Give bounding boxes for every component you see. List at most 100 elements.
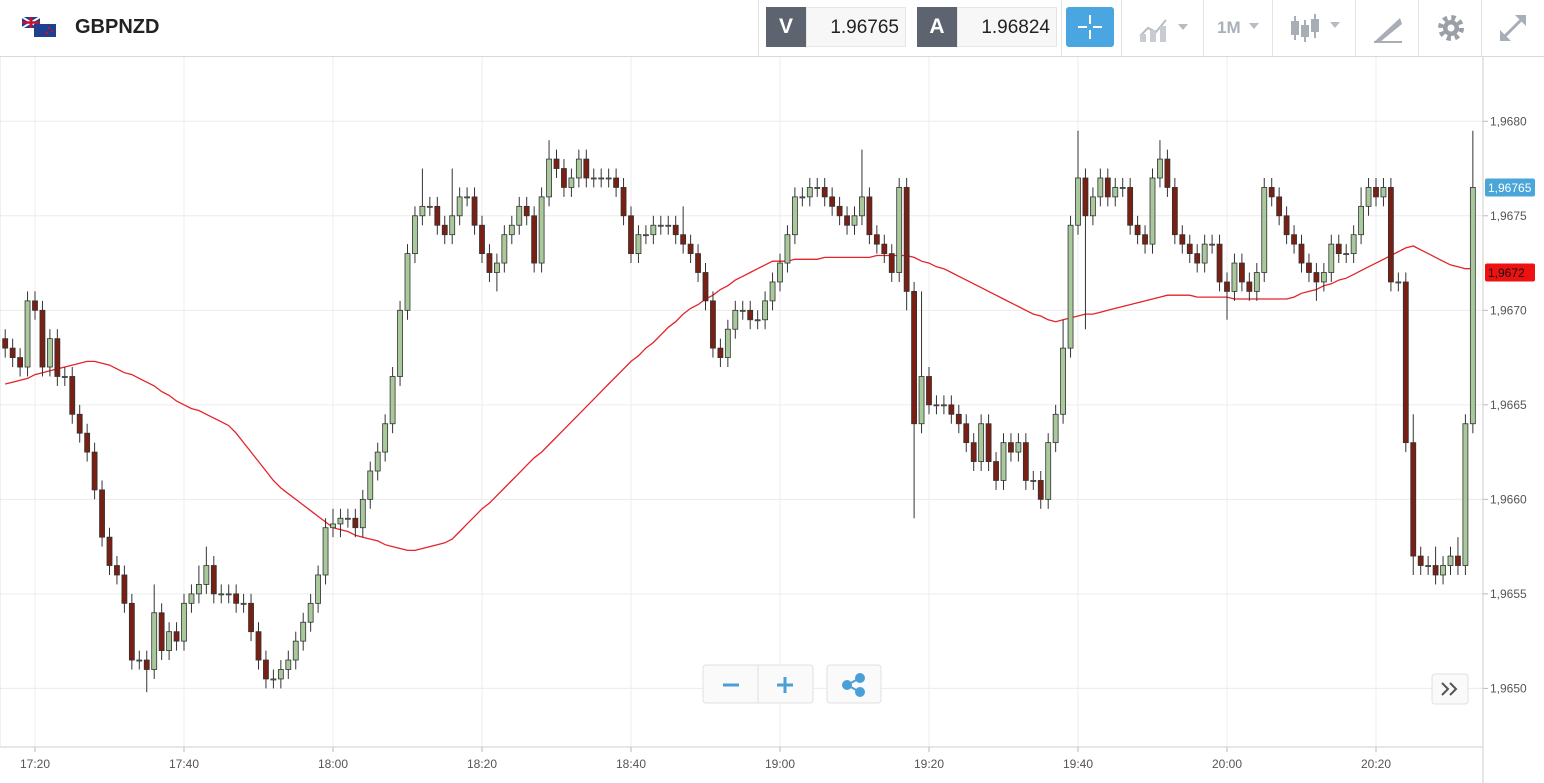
ma-tag-label: 1,9672 bbox=[1488, 266, 1525, 280]
candle-body bbox=[717, 347, 724, 358]
candle-body bbox=[553, 158, 560, 169]
toolbar: GBPNZD V 1.96765 A 1.96824 1M bbox=[0, 0, 1544, 57]
candle-body bbox=[896, 187, 903, 273]
candle-body bbox=[1380, 187, 1387, 198]
candle-body bbox=[784, 234, 791, 264]
candle-body bbox=[1283, 215, 1290, 236]
candle-body bbox=[344, 517, 351, 520]
candle-body bbox=[866, 196, 873, 236]
candle-body bbox=[1246, 281, 1253, 292]
candle-body bbox=[613, 177, 619, 188]
dropdown-arrow bbox=[1249, 23, 1259, 29]
y-tick-label: 1,9655 bbox=[1490, 587, 1527, 601]
candle-body bbox=[695, 253, 701, 273]
fullscreen-button[interactable] bbox=[1497, 12, 1529, 44]
candle-body bbox=[1365, 187, 1372, 207]
candle-body bbox=[382, 423, 389, 453]
candle-body bbox=[285, 659, 292, 670]
candle-body bbox=[9, 347, 16, 358]
candle-body bbox=[806, 187, 813, 198]
candle-body bbox=[941, 404, 947, 407]
candle-body bbox=[61, 376, 68, 378]
candle-body bbox=[1469, 187, 1476, 425]
candle-body bbox=[1104, 177, 1111, 198]
candle-body bbox=[1209, 243, 1215, 246]
candle-body bbox=[434, 205, 441, 226]
candle-body bbox=[1142, 234, 1148, 245]
candle-body bbox=[1410, 442, 1417, 557]
candle-body bbox=[464, 196, 471, 199]
candle-body bbox=[844, 215, 850, 226]
candle-body bbox=[769, 281, 776, 302]
chart-type-button[interactable] bbox=[1290, 12, 1350, 46]
scroll-right-button[interactable] bbox=[1431, 673, 1469, 705]
candle-body bbox=[1291, 234, 1297, 245]
x-tick-label: 17:40 bbox=[169, 757, 199, 771]
candle-body bbox=[1008, 442, 1014, 453]
candle-body bbox=[1440, 565, 1446, 576]
zoom-in-button[interactable] bbox=[777, 677, 793, 693]
candle-body bbox=[643, 234, 649, 237]
drawing-button[interactable] bbox=[1372, 14, 1406, 44]
indicators-button[interactable] bbox=[1138, 14, 1198, 44]
candle-body bbox=[404, 253, 411, 311]
y-tick-label: 1,9650 bbox=[1490, 681, 1527, 695]
candle-body bbox=[732, 309, 739, 330]
candle-body bbox=[508, 224, 515, 236]
candle-body bbox=[888, 253, 895, 273]
candle-body bbox=[561, 168, 567, 188]
candle-body bbox=[1320, 272, 1327, 283]
candle-body bbox=[1298, 243, 1305, 264]
candle-body bbox=[397, 309, 403, 377]
candle-body bbox=[307, 602, 314, 623]
separator bbox=[1203, 0, 1204, 56]
candle-body bbox=[650, 224, 657, 236]
x-tick-label: 18:20 bbox=[467, 757, 497, 771]
candle-body bbox=[1194, 253, 1201, 264]
x-tick-label: 19:40 bbox=[1063, 757, 1093, 771]
candle-body bbox=[367, 470, 374, 500]
bid-price[interactable]: 1.96765 bbox=[806, 7, 906, 47]
candle-body bbox=[792, 196, 798, 236]
candle-body bbox=[84, 432, 91, 453]
candle-body bbox=[1306, 262, 1312, 273]
candle-body bbox=[754, 319, 761, 322]
candle-body bbox=[389, 376, 396, 425]
ask-label[interactable]: A bbox=[917, 7, 957, 47]
price-tag-label: 1,96765 bbox=[1488, 181, 1532, 195]
candle-body bbox=[449, 215, 456, 236]
separator bbox=[1481, 0, 1482, 56]
candle-body bbox=[292, 640, 299, 661]
candle-body bbox=[143, 659, 150, 670]
candle-body bbox=[665, 224, 672, 227]
candle-body bbox=[218, 593, 225, 596]
candle-body bbox=[1395, 281, 1402, 284]
timeframe-button[interactable]: 1M bbox=[1217, 18, 1241, 37]
symbol: GBPNZD bbox=[75, 16, 160, 38]
candle-body bbox=[493, 262, 500, 273]
candle-body bbox=[970, 442, 977, 462]
bid-label[interactable]: V bbox=[766, 7, 806, 47]
candle-body bbox=[702, 272, 709, 302]
candle-body bbox=[680, 234, 687, 245]
candle-body bbox=[419, 205, 426, 217]
candle-body bbox=[1000, 442, 1007, 481]
candle-body bbox=[1261, 187, 1268, 273]
candle-body bbox=[24, 300, 31, 368]
candle-body bbox=[1276, 196, 1283, 217]
y-tick-label: 1,9670 bbox=[1490, 303, 1527, 317]
candle-body bbox=[501, 234, 508, 264]
settings-button[interactable] bbox=[1435, 12, 1467, 44]
share-button[interactable] bbox=[826, 664, 882, 704]
ask-price[interactable]: 1.96824 bbox=[957, 7, 1057, 47]
candle-body bbox=[1417, 555, 1424, 566]
candle-body bbox=[538, 196, 545, 264]
candle-body bbox=[233, 593, 240, 604]
candle-body bbox=[657, 224, 664, 227]
candle-body bbox=[903, 187, 910, 292]
candle-body bbox=[1022, 442, 1029, 481]
crosshair-button[interactable] bbox=[1066, 7, 1114, 47]
candle-body bbox=[337, 517, 344, 525]
